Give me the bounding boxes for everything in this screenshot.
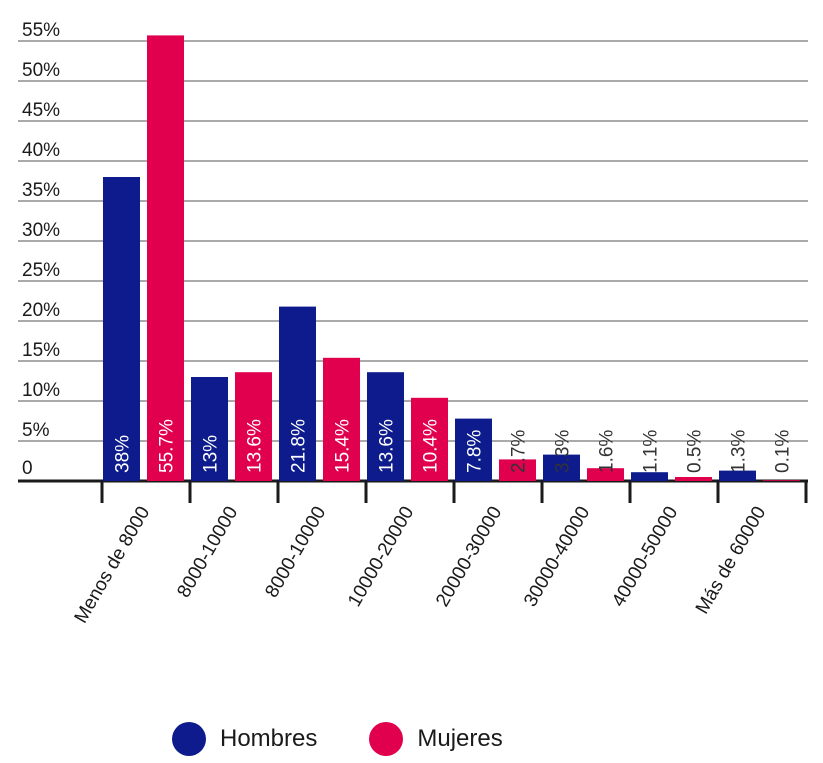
legend-item-mujeres: Mujeres (369, 722, 503, 756)
bar-mujeres (675, 477, 712, 481)
data-label: 15.4% (333, 419, 354, 473)
data-label: 7.8% (465, 430, 486, 473)
category-label: 40000-50000 (608, 503, 682, 610)
bar-mujeres (147, 35, 184, 482)
data-label: 0.1% (773, 430, 794, 473)
category-label: 20000-30000 (432, 503, 506, 610)
y-tick-label: 10% (22, 380, 60, 401)
bar-hombres (631, 472, 668, 481)
y-tick-label: 30% (22, 220, 60, 241)
data-label: 21.8% (289, 419, 310, 473)
legend-label-hombres: Hombres (220, 725, 318, 752)
bar-mujeres (323, 357, 360, 481)
bar-hombres (543, 454, 580, 481)
category-label: Menos de 8000 (71, 503, 155, 627)
data-label: 1.1% (641, 430, 662, 473)
legend-swatch-mujeres (369, 722, 404, 756)
data-label: 10.4% (421, 419, 442, 473)
data-label: 13.6% (245, 419, 266, 473)
category-label: 8000-10000 (261, 503, 330, 601)
legend: Hombres Mujeres (172, 722, 555, 756)
bar-mujeres (587, 468, 624, 481)
data-label: 2.7% (509, 430, 530, 473)
category-label: Más de 60000 (692, 503, 770, 618)
bar-hombres (719, 470, 756, 481)
y-tick-label: 45% (22, 100, 60, 121)
data-label: 0.5% (685, 430, 706, 473)
y-tick-label: 35% (22, 180, 60, 201)
y-tick-label: 25% (22, 260, 60, 281)
bar-mujeres (499, 459, 536, 481)
y-tick-label: 0 (22, 458, 33, 479)
category-label: 30000-40000 (520, 503, 594, 610)
data-label: 13% (201, 435, 222, 473)
data-label: 3.3% (553, 430, 574, 473)
legend-label-mujeres: Mujeres (417, 725, 503, 752)
legend-swatch-hombres (172, 722, 206, 756)
legend-item-hombres: Hombres (172, 722, 317, 756)
data-label: 13.6% (377, 419, 398, 473)
data-label: 55.7% (157, 419, 178, 473)
bar-hombres (455, 418, 492, 481)
y-tick-label: 5% (22, 420, 50, 441)
y-tick-label: 50% (22, 60, 60, 81)
data-label: 1.3% (729, 430, 750, 473)
bar-hombres (279, 306, 316, 481)
category-label: 10000-20000 (344, 503, 418, 610)
data-label: 38% (113, 435, 134, 473)
data-label: 1.6% (597, 430, 618, 473)
category-label: 8000-10000 (173, 503, 242, 601)
y-tick-label: 15% (22, 340, 60, 361)
bar-hombres (191, 377, 228, 481)
y-tick-label: 55% (22, 20, 60, 41)
bar-hombres (367, 372, 404, 481)
bar-mujeres (235, 372, 272, 481)
y-tick-label: 20% (22, 300, 60, 321)
bar-hombres (103, 177, 140, 481)
bar-mujeres (411, 397, 448, 481)
bar-mujeres (763, 480, 800, 481)
y-tick-label: 40% (22, 140, 60, 161)
